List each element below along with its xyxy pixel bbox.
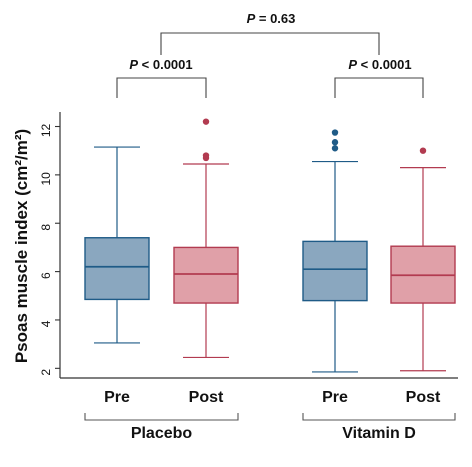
placebo-significance-bracket bbox=[116, 77, 207, 98]
group-bracket bbox=[84, 413, 239, 421]
placebo-p-value: P < 0.0001 bbox=[129, 57, 192, 72]
group-label-0: Placebo bbox=[131, 425, 193, 442]
outlier-point bbox=[202, 118, 210, 125]
box bbox=[84, 237, 150, 301]
y-tick-label: 6 bbox=[39, 272, 53, 279]
y-tick-label: 8 bbox=[39, 224, 53, 231]
y-axis-label: Psoas muscle index (cm²/m²) bbox=[12, 129, 31, 363]
box-label-1-0: Pre bbox=[322, 389, 348, 406]
group-bracket bbox=[302, 413, 456, 421]
box-label-0-0: Pre bbox=[104, 389, 130, 406]
box bbox=[302, 240, 368, 302]
outlier-point bbox=[202, 152, 210, 159]
annotation-layer: P < 0.0001 P < 0.0001 P = 0.63 bbox=[116, 11, 424, 98]
y-tick-label: 12 bbox=[39, 124, 53, 138]
outlier-point bbox=[331, 129, 339, 136]
box-label-0-1: Post bbox=[189, 389, 224, 406]
between-p-value: P = 0.63 bbox=[247, 11, 296, 26]
axis-layer: 2 4 6 8 10 12 bbox=[39, 112, 458, 379]
y-tick-label: 2 bbox=[39, 369, 53, 376]
outlier-point bbox=[419, 147, 427, 154]
plot-layer: Pre Post Placebo Pre Post Vitamin D bbox=[84, 118, 456, 442]
box-label-1-1: Post bbox=[406, 389, 441, 406]
vitamin-p-value: P < 0.0001 bbox=[348, 57, 411, 72]
outlier-point bbox=[331, 145, 339, 152]
group-label-1: Vitamin D bbox=[342, 425, 416, 442]
y-tick-label: 4 bbox=[39, 320, 53, 327]
vitamin-significance-bracket bbox=[334, 77, 424, 98]
between-group-significance-bracket bbox=[160, 32, 380, 55]
box bbox=[173, 246, 239, 304]
y-tick-label: 10 bbox=[39, 172, 53, 186]
outlier-point bbox=[331, 139, 339, 146]
